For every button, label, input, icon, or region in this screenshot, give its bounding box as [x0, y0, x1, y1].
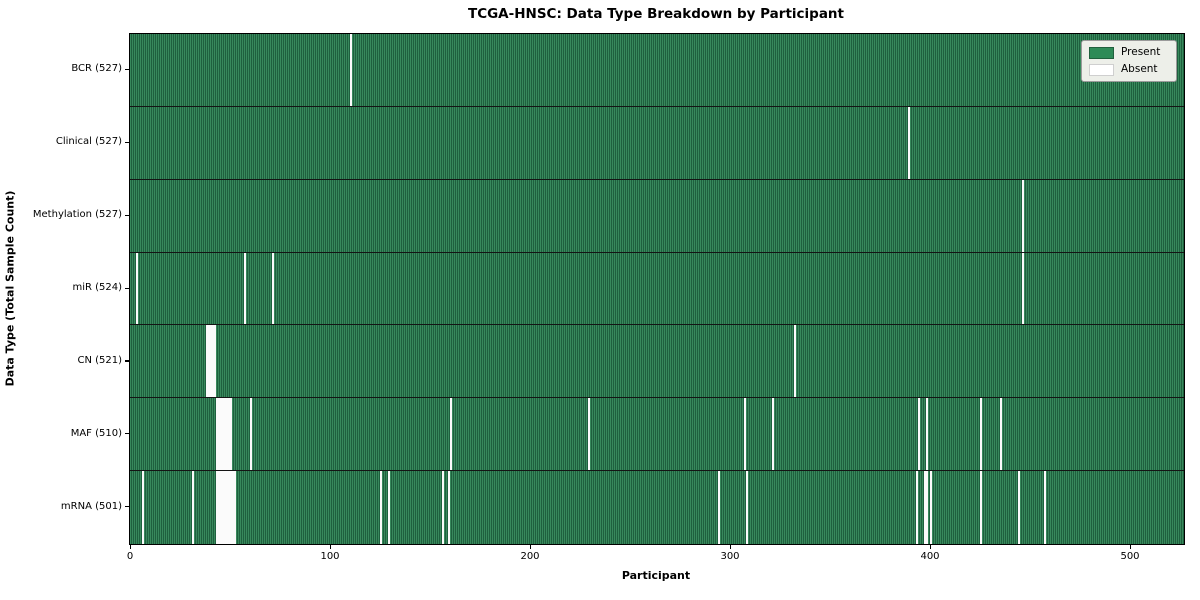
x-tick-mark — [1129, 545, 1131, 549]
y-tick-label-methylation: Methylation (527) — [32, 209, 122, 221]
absent-mark — [772, 398, 774, 471]
y-tick-label-maf: MAF (510) — [70, 427, 122, 439]
absent-mark — [980, 471, 982, 544]
absent-mark — [228, 471, 230, 544]
x-tick-label-400: 400 — [920, 551, 940, 562]
absent-mark — [216, 398, 218, 471]
legend-present-label: Present — [1121, 46, 1161, 58]
heatmap-row-methylation — [130, 179, 1184, 253]
legend: Present Absent — [1081, 40, 1177, 82]
y-tick-label-cn: CN (521) — [77, 354, 122, 366]
absent-mark — [214, 325, 216, 398]
absent-mark — [136, 252, 138, 325]
heatmap-row-bcr — [130, 34, 1184, 107]
x-tick-mark — [929, 545, 931, 549]
heatmap-row-cn — [130, 325, 1184, 399]
absent-mark — [1000, 398, 1002, 471]
absent-mark — [1018, 471, 1020, 544]
absent-mark — [1022, 179, 1024, 252]
x-tick-mark — [729, 545, 731, 549]
x-tick-label-0: 0 — [126, 551, 134, 562]
absent-mark — [228, 398, 230, 471]
absent-mark — [222, 398, 224, 471]
heatmap-row-clinical — [130, 106, 1184, 180]
x-axis-label: Participant — [621, 569, 691, 582]
heatmap-row-mir — [130, 252, 1184, 326]
x-tick-label-500: 500 — [1120, 551, 1140, 562]
y-tick-mark — [125, 287, 129, 289]
absent-mark — [250, 398, 252, 471]
absent-mark — [450, 398, 452, 471]
absent-mark — [350, 34, 352, 106]
absent-mark — [220, 471, 222, 544]
absent-mark — [918, 398, 920, 471]
chart-title: TCGA-HNSC: Data Type Breakdown by Partic… — [467, 6, 844, 22]
absent-mark — [226, 398, 228, 471]
absent-mark — [220, 398, 222, 471]
x-tick-label-200: 200 — [520, 551, 540, 562]
legend-absent-swatch — [1089, 63, 1114, 76]
absent-mark — [930, 471, 932, 544]
absent-mark — [222, 471, 224, 544]
absent-mark — [218, 398, 220, 471]
absent-mark — [212, 325, 214, 398]
absent-mark — [216, 471, 218, 544]
absent-mark — [794, 325, 796, 398]
absent-mark — [1044, 471, 1046, 544]
heatmap-row-mrna — [130, 471, 1184, 544]
x-tick-label-100: 100 — [320, 551, 340, 562]
absent-mark — [908, 106, 910, 179]
absent-mark — [232, 471, 234, 544]
y-tick-label-bcr: BCR (527) — [71, 63, 122, 75]
y-tick-mark — [125, 214, 129, 216]
absent-mark — [718, 471, 720, 544]
legend-present-swatch — [1089, 46, 1114, 59]
absent-mark — [980, 398, 982, 471]
absent-mark — [448, 471, 450, 544]
absent-mark — [588, 398, 590, 471]
legend-entry-absent: Absent — [1089, 63, 1169, 76]
y-tick-mark — [125, 506, 129, 508]
absent-mark — [924, 471, 926, 544]
absent-mark — [926, 398, 928, 471]
x-tick-mark — [529, 545, 531, 549]
legend-entry-present: Present — [1089, 46, 1169, 59]
legend-absent-label: Absent — [1121, 63, 1158, 75]
absent-mark — [388, 471, 390, 544]
absent-mark — [1022, 252, 1024, 325]
absent-mark — [230, 398, 232, 471]
x-tick-label-300: 300 — [720, 551, 740, 562]
y-tick-mark — [125, 141, 129, 143]
absent-mark — [926, 471, 928, 544]
absent-mark — [272, 252, 274, 325]
absent-mark — [210, 325, 212, 398]
x-tick-mark — [329, 545, 331, 549]
x-tick-mark — [129, 545, 131, 549]
absent-mark — [192, 471, 194, 544]
y-tick-label-mrna: mRNA (501) — [60, 500, 122, 512]
absent-mark — [218, 471, 220, 544]
absent-mark — [380, 471, 382, 544]
y-tick-mark — [125, 433, 129, 435]
y-tick-label-mir: miR (524) — [72, 282, 122, 293]
absent-mark — [208, 325, 210, 398]
absent-mark — [744, 398, 746, 471]
absent-mark — [230, 471, 232, 544]
absent-mark — [224, 471, 226, 544]
absent-mark — [244, 252, 246, 325]
absent-mark — [746, 471, 748, 544]
absent-mark — [142, 471, 144, 544]
y-tick-mark — [125, 360, 129, 362]
plot-area: Present Absent — [129, 33, 1185, 545]
absent-mark — [206, 325, 208, 398]
heatmap-row-maf — [130, 398, 1184, 472]
y-tick-mark — [125, 68, 129, 71]
absent-mark — [916, 471, 918, 544]
absent-mark — [224, 398, 226, 471]
y-tick-label-clinical: Clinical (527) — [55, 136, 122, 148]
absent-mark — [226, 471, 228, 544]
absent-mark — [234, 471, 236, 544]
absent-mark — [442, 471, 444, 544]
